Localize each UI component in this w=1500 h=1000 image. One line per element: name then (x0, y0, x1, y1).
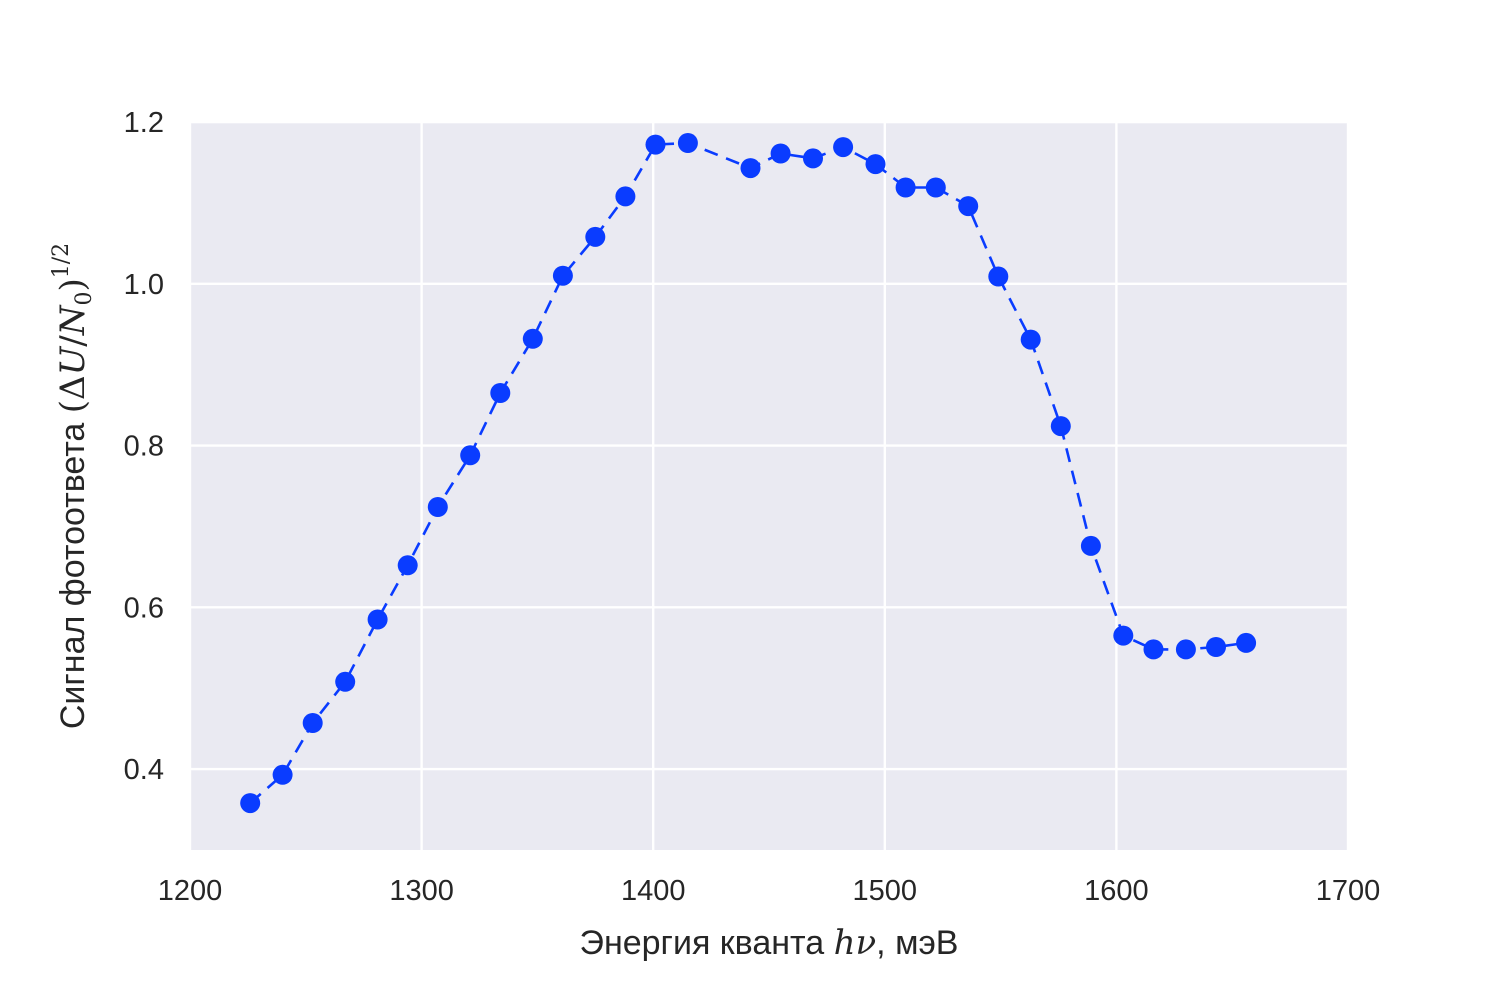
data-point (427, 497, 448, 517)
data-point (302, 713, 323, 733)
data-point (1143, 639, 1164, 660)
data-point (1080, 535, 1101, 556)
data-point (1236, 632, 1257, 653)
tick-labels: 1200 1300 1400 1500 1600 1700 0.4 0.6 0.8 1.0 1.2 (124, 107, 1381, 907)
data-point (1020, 329, 1041, 350)
x-tick-label: 1600 (1084, 875, 1149, 907)
x-tick-label: 1400 (621, 875, 686, 907)
data-point (645, 134, 666, 155)
data-point (958, 196, 979, 217)
y-tick-label: 1.2 (124, 107, 164, 139)
y-tick-label: 0.6 (124, 592, 164, 624)
data-point (272, 764, 293, 785)
data-point (490, 383, 511, 403)
y-tick-label: 0.4 (124, 754, 164, 786)
data-point (925, 177, 946, 198)
plot-background (190, 122, 1348, 850)
data-point (522, 328, 543, 349)
data-point (833, 137, 854, 158)
grid (188, 120, 1350, 850)
x-tick-label: 1300 (389, 875, 454, 907)
data-point (335, 671, 356, 692)
data-point (865, 154, 886, 175)
data-point (803, 148, 823, 169)
data-point (1206, 637, 1226, 657)
series-line (249, 141, 1247, 805)
x-tick-label: 1500 (853, 875, 918, 907)
data-point (240, 793, 261, 814)
y-tick-label: 1.0 (124, 269, 164, 301)
data-point (1113, 625, 1134, 646)
data-point (1050, 416, 1071, 437)
data-point (615, 186, 636, 207)
data-point (895, 177, 916, 198)
x-axis-label: Энергия кванта hν, мэВ (580, 923, 959, 963)
y-tick-label: 0.8 (124, 431, 164, 463)
y-axis-label: Сигнал фотоответа (ΔU/N0)1/2 (49, 243, 97, 729)
data-point (1175, 639, 1196, 660)
data-point (367, 609, 388, 630)
data-point (460, 445, 481, 466)
series-layer (240, 133, 1257, 814)
data-point (397, 555, 418, 576)
data-point (552, 265, 573, 286)
data-point (770, 143, 791, 164)
data-point (585, 226, 606, 247)
data-point (740, 158, 761, 179)
x-tick-label: 1700 (1316, 875, 1381, 907)
data-point (988, 266, 1009, 287)
data-point (677, 133, 698, 153)
x-tick-label: 1200 (158, 875, 223, 907)
